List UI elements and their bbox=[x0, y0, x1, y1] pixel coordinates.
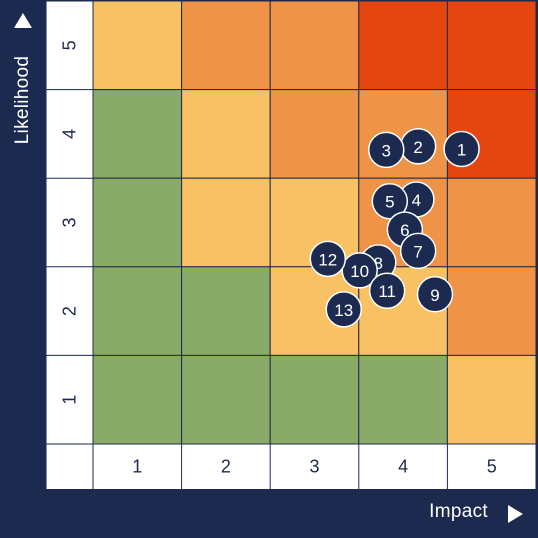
heatmap-cell-1-4 bbox=[358, 354, 448, 445]
x-tick-label: 1 bbox=[132, 457, 142, 477]
risk-marker-9 bbox=[416, 276, 454, 313]
heatmap-cell-3-1 bbox=[92, 177, 183, 268]
y-axis-label-column bbox=[46, 1, 93, 489]
risk-marker-label: 12 bbox=[318, 250, 337, 269]
y-axis-title: Likelihood bbox=[12, 55, 33, 145]
risk-marker-11 bbox=[368, 272, 406, 309]
x-axis-title: Impact bbox=[429, 501, 488, 522]
risk-marker-label: 9 bbox=[430, 286, 439, 305]
y-tick-label: 5 bbox=[60, 40, 80, 50]
heatmap-cell-3-5 bbox=[446, 177, 537, 268]
y-tick-label: 2 bbox=[60, 306, 80, 316]
risk-marker-1 bbox=[443, 130, 480, 168]
risk-marker-label: 2 bbox=[413, 138, 422, 157]
risk-marker-label: 10 bbox=[350, 262, 369, 281]
y-tick-label: 4 bbox=[60, 129, 80, 139]
risk-marker-5 bbox=[371, 182, 409, 220]
y-tick-label: 3 bbox=[60, 217, 80, 227]
risk-marker-12 bbox=[309, 240, 347, 278]
heatmap-cell-4-3 bbox=[269, 89, 360, 179]
heatmap-cell-5-3 bbox=[269, 0, 360, 91]
heatmap-cell-1-5 bbox=[446, 354, 537, 445]
x-axis-label-row bbox=[46, 444, 536, 489]
risk-marker-7 bbox=[399, 232, 437, 270]
heatmap-cell-5-4 bbox=[358, 0, 448, 91]
heatmap-cell-4-4 bbox=[358, 89, 448, 179]
risk-marker-label: 5 bbox=[385, 193, 394, 212]
x-tick-label: 3 bbox=[309, 457, 319, 477]
risk-marker-label: 4 bbox=[412, 191, 421, 210]
heatmap-cell-1-2 bbox=[181, 354, 271, 445]
heatmap-cell-1-3 bbox=[269, 354, 360, 445]
risk-marker-3 bbox=[368, 131, 405, 169]
heatmap-cell-5-2 bbox=[181, 0, 271, 91]
heatmap-cell-5-5 bbox=[446, 0, 537, 91]
right-arrow-icon bbox=[508, 505, 523, 523]
heatmap-cell-2-1 bbox=[92, 266, 183, 356]
x-tick-label: 2 bbox=[221, 457, 231, 477]
risk-marker-label: 6 bbox=[400, 221, 409, 240]
y-tick-label: 1 bbox=[60, 395, 80, 405]
heatmap-cell-4-2 bbox=[181, 89, 271, 179]
risk-marker-label: 7 bbox=[413, 242, 422, 261]
heatmap-cell-4-1 bbox=[92, 89, 183, 179]
risk-marker-label: 8 bbox=[374, 254, 383, 273]
risk-marker-10 bbox=[341, 252, 378, 289]
risk-marker-label: 11 bbox=[378, 282, 396, 301]
heatmap-cell-2-2 bbox=[181, 266, 271, 356]
heatmap-cell-2-5 bbox=[446, 266, 537, 356]
risk-marker-13 bbox=[325, 291, 362, 328]
y-axis-title-area: Likelihood bbox=[0, 0, 46, 490]
risk-marker-label: 13 bbox=[334, 301, 353, 320]
heatmap-cell-1-1 bbox=[92, 354, 183, 445]
up-arrow-icon bbox=[14, 13, 32, 28]
heatmap-cell-5-1 bbox=[92, 0, 183, 91]
risk-marker-label: 3 bbox=[382, 141, 391, 160]
x-tick-label: 5 bbox=[487, 457, 497, 477]
risk-marker-label: 1 bbox=[457, 140, 466, 159]
x-tick-label: 4 bbox=[398, 457, 408, 477]
heatmap-cell-3-2 bbox=[181, 177, 271, 268]
